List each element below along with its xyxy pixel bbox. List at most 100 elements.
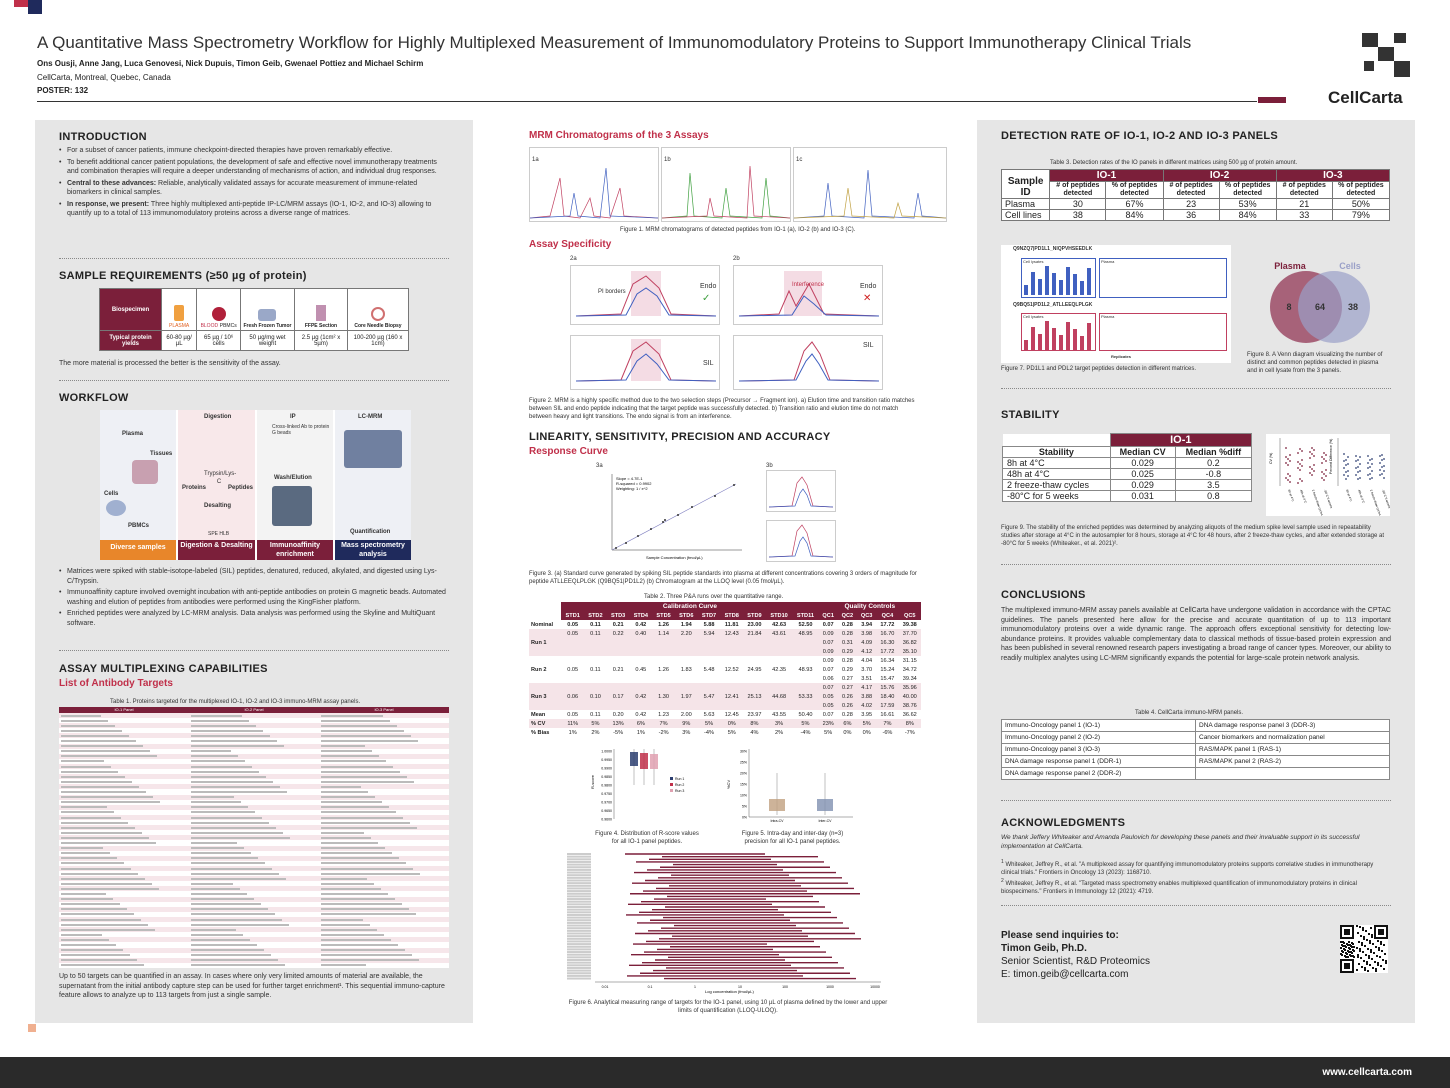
table-cell: 34.72 bbox=[898, 665, 921, 674]
table-cell bbox=[561, 701, 585, 710]
detection-rate-table: Sample ID IO-1 IO-2 IO-3 # of peptides d… bbox=[1000, 169, 1391, 221]
table1-cell-placeholder bbox=[191, 836, 290, 839]
qr-module bbox=[1377, 940, 1379, 942]
table-cell: 5% bbox=[818, 728, 838, 737]
fig3a-weight: Weighting: 1 / x^2 bbox=[616, 486, 648, 491]
divider bbox=[1001, 800, 1391, 801]
fig4-tick-label: 0.9650 bbox=[601, 809, 612, 813]
table-cell: 8% bbox=[898, 719, 921, 728]
wf-trypsin-label: Trypsin/Lys-C bbox=[204, 471, 237, 485]
table-cell: 0.09 bbox=[818, 656, 838, 665]
fig9-point-diff bbox=[1355, 460, 1357, 462]
qr-module bbox=[1377, 964, 1379, 966]
qr-code-icon[interactable] bbox=[1340, 925, 1388, 973]
table-cell bbox=[674, 638, 698, 647]
sub-head: # of peptides detected bbox=[1162, 181, 1220, 199]
tissue-image-icon bbox=[132, 460, 158, 484]
fig9-point-diff bbox=[1371, 477, 1373, 479]
table-cell: 7% bbox=[652, 719, 675, 728]
table1-row bbox=[59, 718, 449, 724]
table-cell bbox=[697, 656, 721, 665]
cells-image-icon bbox=[106, 500, 126, 516]
table1-cell-placeholder bbox=[321, 760, 386, 763]
fig9-point-diff bbox=[1357, 459, 1359, 461]
fig7-panel: Q9NZQ7|PD1L1_NIQPVHSEEDLK Cell lysates P… bbox=[1001, 245, 1231, 363]
pa-runs-table: Calibration Curve Quality Controls STD1 ST… bbox=[529, 602, 921, 737]
table1-cell-placeholder bbox=[191, 908, 268, 911]
yield-value: 100-200 µg (160 x 1cm) bbox=[346, 330, 410, 351]
figure9-caption: Figure 9. The stability of the enriched … bbox=[1001, 525, 1385, 547]
qr-module bbox=[1380, 943, 1382, 945]
mass-spec-icon bbox=[344, 430, 402, 468]
check-icon: ✓ bbox=[702, 293, 711, 304]
table-cell: 36.62 bbox=[898, 710, 921, 719]
table-cell: 0.05 bbox=[561, 629, 585, 638]
table1-cell-placeholder bbox=[321, 882, 374, 885]
fig9-point-diff bbox=[1383, 465, 1385, 467]
table1-row bbox=[59, 799, 449, 805]
fig7b-plasma-label: Plasma bbox=[1101, 314, 1115, 319]
table1-row bbox=[59, 850, 449, 856]
table-cell: 48.93 bbox=[792, 665, 819, 674]
figure3-caption: Figure 3. (a) Standard curve generated b… bbox=[529, 571, 917, 585]
table-cell bbox=[606, 656, 630, 665]
table-cell bbox=[674, 701, 698, 710]
fig9-point-diff bbox=[1357, 471, 1359, 473]
biospecimen-label: Biospecimen bbox=[99, 288, 162, 331]
fig9-point-cv bbox=[1311, 468, 1313, 470]
qr-module bbox=[1384, 953, 1386, 955]
table1-row bbox=[59, 840, 449, 846]
fig7-xlabel: Replicates bbox=[1111, 354, 1132, 359]
table-cell bbox=[606, 683, 630, 692]
wf-spe-label: SPE HLB bbox=[208, 531, 230, 537]
table4-caption: Table 4. CellCarta immuno-MRM panels. bbox=[1135, 710, 1244, 716]
fig7-bar bbox=[1073, 274, 1077, 295]
table1-row bbox=[59, 866, 449, 871]
table-cell: 0.28 bbox=[837, 656, 858, 665]
footer-url-link[interactable]: www.cellcarta.com bbox=[1322, 1067, 1412, 1078]
fig6-peptide-label-placeholder bbox=[567, 908, 591, 911]
table-cell: 3.88 bbox=[857, 692, 877, 701]
yield-value: 2.5 µg (1cm² x 5µm) bbox=[293, 330, 348, 351]
fig6-peptide-label-placeholder bbox=[567, 916, 591, 919]
table-cell bbox=[765, 674, 793, 683]
table-cell bbox=[629, 683, 653, 692]
table1-cell-placeholder bbox=[191, 791, 287, 793]
contact-email-link[interactable]: E: timon.geib@cellcarta.com bbox=[1001, 969, 1129, 980]
fig6-peptide-label-placeholder bbox=[567, 874, 591, 877]
fig6-peptide-label-placeholder bbox=[567, 882, 591, 885]
table1-cell-placeholder bbox=[61, 806, 107, 809]
fig5-tick-label: 25% bbox=[740, 761, 747, 765]
fig4-legend-label: Run 1 bbox=[675, 777, 684, 781]
qr-module bbox=[1344, 945, 1346, 947]
table1-cell-placeholder bbox=[191, 760, 245, 763]
table1-row bbox=[59, 728, 449, 734]
table1-cell-placeholder bbox=[191, 882, 233, 885]
wf-cells-label: Cells bbox=[104, 491, 119, 497]
table-cell bbox=[720, 674, 744, 683]
table1-cell-placeholder bbox=[191, 954, 271, 957]
fig9-point-cv bbox=[1321, 477, 1323, 479]
table1-cell-placeholder bbox=[321, 836, 371, 839]
qr-module bbox=[1366, 963, 1368, 965]
chromatogram-1c-peaks bbox=[794, 169, 946, 219]
fig9-cond-label: -80°C 5 weeks bbox=[1381, 489, 1390, 509]
fig6-tick-label: 0.01 bbox=[602, 985, 609, 989]
table1-cell-placeholder bbox=[191, 729, 263, 732]
table1-cell-placeholder bbox=[191, 852, 251, 855]
table1-row bbox=[59, 764, 449, 769]
fig9-point-cv bbox=[1321, 462, 1323, 464]
table-cell bbox=[765, 683, 793, 692]
row-label: % Bias bbox=[529, 728, 562, 737]
table2-col-head: QC4 bbox=[876, 611, 899, 620]
qr-finder-core bbox=[1344, 963, 1350, 969]
table2-col-head: QC3 bbox=[857, 611, 877, 620]
fig9-ylabel-b: Percent Difference (%) bbox=[1329, 439, 1333, 474]
fig9-point-cv bbox=[1311, 447, 1313, 449]
table1-cell-placeholder bbox=[321, 944, 398, 946]
table-cell: 6% bbox=[629, 719, 653, 728]
table-cell: 1.23 bbox=[652, 710, 675, 719]
fig9-point-cv bbox=[1287, 464, 1289, 466]
sample-ffpe: FFPE Section bbox=[293, 288, 348, 331]
table-cell: 1.30 bbox=[652, 692, 675, 701]
